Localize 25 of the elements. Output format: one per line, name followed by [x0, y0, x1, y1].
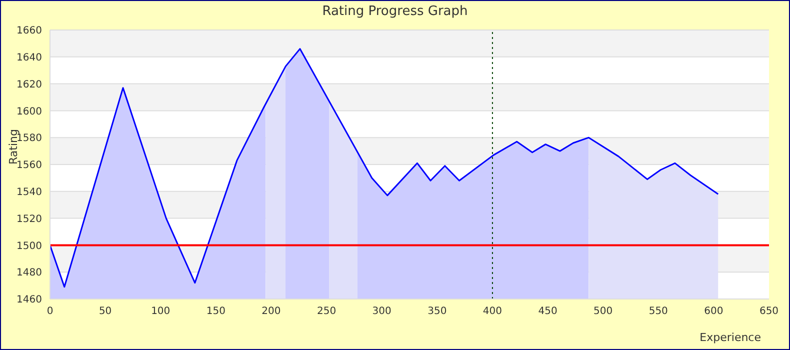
- x-axis-title: Experience: [700, 331, 762, 344]
- x-tick-label: 300: [372, 306, 392, 318]
- x-tick-label: 600: [704, 306, 724, 318]
- y-tick-label: 1480: [16, 268, 42, 279]
- x-tick-label: 550: [648, 306, 668, 318]
- x-tick-label: 0: [46, 306, 54, 318]
- y-tick-label: 1640: [16, 52, 42, 64]
- y-tick-label: 1460: [16, 294, 42, 306]
- y-tick-label: 1660: [16, 26, 42, 37]
- x-tick-label: 500: [594, 306, 613, 318]
- x-tick-label: 100: [151, 306, 170, 318]
- x-tick-label: 350: [428, 306, 447, 318]
- x-tick-label: 650: [759, 306, 779, 318]
- chart-title: Rating Progress Graph: [321, 4, 469, 19]
- y-tick-label: 1500: [16, 240, 42, 252]
- x-tick-label: 450: [538, 306, 558, 318]
- x-tick-label: 50: [98, 306, 112, 318]
- x-tick-label: 400: [482, 306, 502, 318]
- x-tick-label: 200: [262, 306, 281, 318]
- y-tick-label: 1540: [16, 186, 42, 198]
- x-tick-label: 150: [206, 306, 226, 318]
- y-tick-label: 1600: [16, 106, 42, 118]
- x-tick-label: 250: [316, 306, 336, 318]
- y-tick-label: 1620: [16, 79, 42, 90]
- y-tick-label: 1520: [16, 214, 42, 225]
